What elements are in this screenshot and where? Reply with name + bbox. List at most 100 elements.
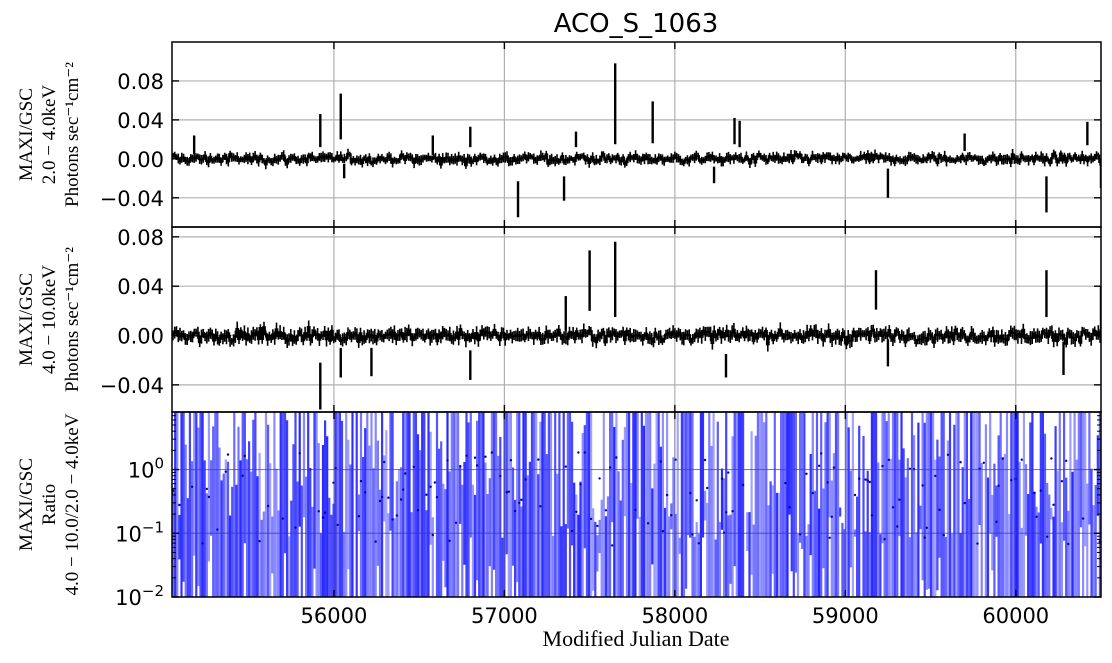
ratio-point [858, 477, 861, 480]
x-axis-label: Modified Julian Date [543, 626, 730, 651]
plot-area [172, 227, 1101, 412]
y-tick-base: 10 [115, 586, 142, 610]
ratio-point [216, 528, 219, 531]
x-tick-label: 60000 [982, 604, 1049, 628]
y-axis-label-line: Photons sec⁻¹cm⁻² [62, 62, 83, 207]
ratio-point [459, 465, 462, 468]
ratio-point [583, 451, 586, 454]
ratio-point [465, 454, 468, 457]
ratio-point [898, 498, 901, 501]
ratio-point [881, 464, 884, 468]
ratio-point [828, 536, 831, 539]
ratio-point [870, 514, 874, 517]
x-tick-label: 59000 [812, 604, 879, 628]
ratio-point [670, 514, 673, 517]
ratio-point [959, 461, 962, 464]
ratio-point [1033, 491, 1036, 495]
ratio-point [387, 496, 390, 499]
ratio-point [1060, 480, 1064, 483]
ratio-point [942, 533, 945, 537]
ratio-point [509, 459, 513, 462]
ratio-point [395, 514, 399, 517]
ratio-point [604, 509, 608, 512]
ratio-point [1065, 459, 1068, 462]
ratio-point [995, 520, 998, 523]
ratio-point [741, 483, 745, 487]
ratio-point [454, 521, 458, 524]
ratio-point [490, 451, 494, 454]
ratio-point [691, 533, 694, 536]
ratio-point [539, 505, 542, 508]
y-tick-exponent: −2 [142, 582, 164, 600]
ratio-point [982, 461, 985, 464]
ratio-point [332, 481, 335, 484]
ratio-point [317, 510, 320, 513]
ratio-point [520, 498, 523, 501]
ratio-point [570, 529, 574, 533]
ratio-point [336, 523, 339, 527]
ratio-point [727, 471, 730, 474]
y-axis-label-line: Ratio [39, 484, 60, 525]
x-tick-label: 57000 [471, 604, 538, 628]
ratio-point [380, 495, 384, 499]
ratio-point [938, 508, 941, 511]
y-tick-base: 10 [115, 522, 142, 546]
chart-title: ACO_S_1063 [554, 9, 719, 39]
ratio-point [243, 454, 246, 458]
ratio-point [720, 477, 724, 480]
ratio-point [435, 496, 439, 499]
ratio-point [425, 493, 428, 496]
ratio-point [334, 466, 337, 470]
ratio-point [689, 491, 692, 495]
ratio-point [706, 486, 709, 490]
ratio-point [298, 452, 301, 455]
ratio-point [611, 544, 614, 547]
ratio-point [321, 516, 325, 519]
ratio-point [1067, 542, 1070, 546]
ratio-point [1050, 457, 1053, 460]
ratio-point [1010, 479, 1013, 482]
ratio-point [1052, 503, 1055, 506]
y-tick-label: −0.04 [100, 374, 164, 398]
ratio-point [1046, 535, 1049, 538]
ratio-point [934, 474, 937, 478]
ratio-point [266, 504, 270, 508]
ratio-point [412, 465, 415, 469]
ratio-point [357, 515, 361, 518]
ratio-point [201, 542, 204, 545]
ratio-point [1039, 489, 1043, 492]
ratio-point [946, 453, 950, 456]
ratio-point [359, 479, 363, 483]
ratio-point [646, 522, 650, 525]
panel-frame [171, 411, 1102, 598]
ratio-point [323, 511, 327, 514]
ratio-point [374, 540, 377, 543]
ratio-point [579, 483, 582, 486]
light-curve [172, 152, 1101, 167]
ratio-point [190, 485, 194, 488]
ratio-point [921, 484, 924, 487]
y-axis-label-line: MAXI/GSC [16, 88, 37, 181]
ratio-point [577, 451, 580, 454]
ratio-point [475, 464, 479, 467]
y-tick-label: 10−1 [115, 518, 164, 546]
ratio-point [484, 455, 487, 458]
ratio-point [923, 536, 926, 539]
ratio-point [1035, 515, 1038, 518]
ratio-point [817, 464, 821, 467]
y-tick-exponent: −1 [142, 518, 164, 536]
panel-hard: −0.04 0.00 0.04 0.08 MAXI/GSC 4.0 − 10.0keV Ph… [16, 226, 1102, 413]
ratio-point [402, 488, 405, 491]
ratio-point [524, 478, 527, 481]
plot-area [172, 42, 1101, 227]
ratio-point [1001, 457, 1004, 460]
light-curve [172, 326, 1101, 346]
ratio-point [887, 458, 890, 462]
ratio-point [294, 526, 297, 529]
y-tick-label: −0.04 [100, 187, 164, 211]
x-tick-label: 56000 [301, 604, 368, 628]
ratio-point [448, 539, 451, 542]
